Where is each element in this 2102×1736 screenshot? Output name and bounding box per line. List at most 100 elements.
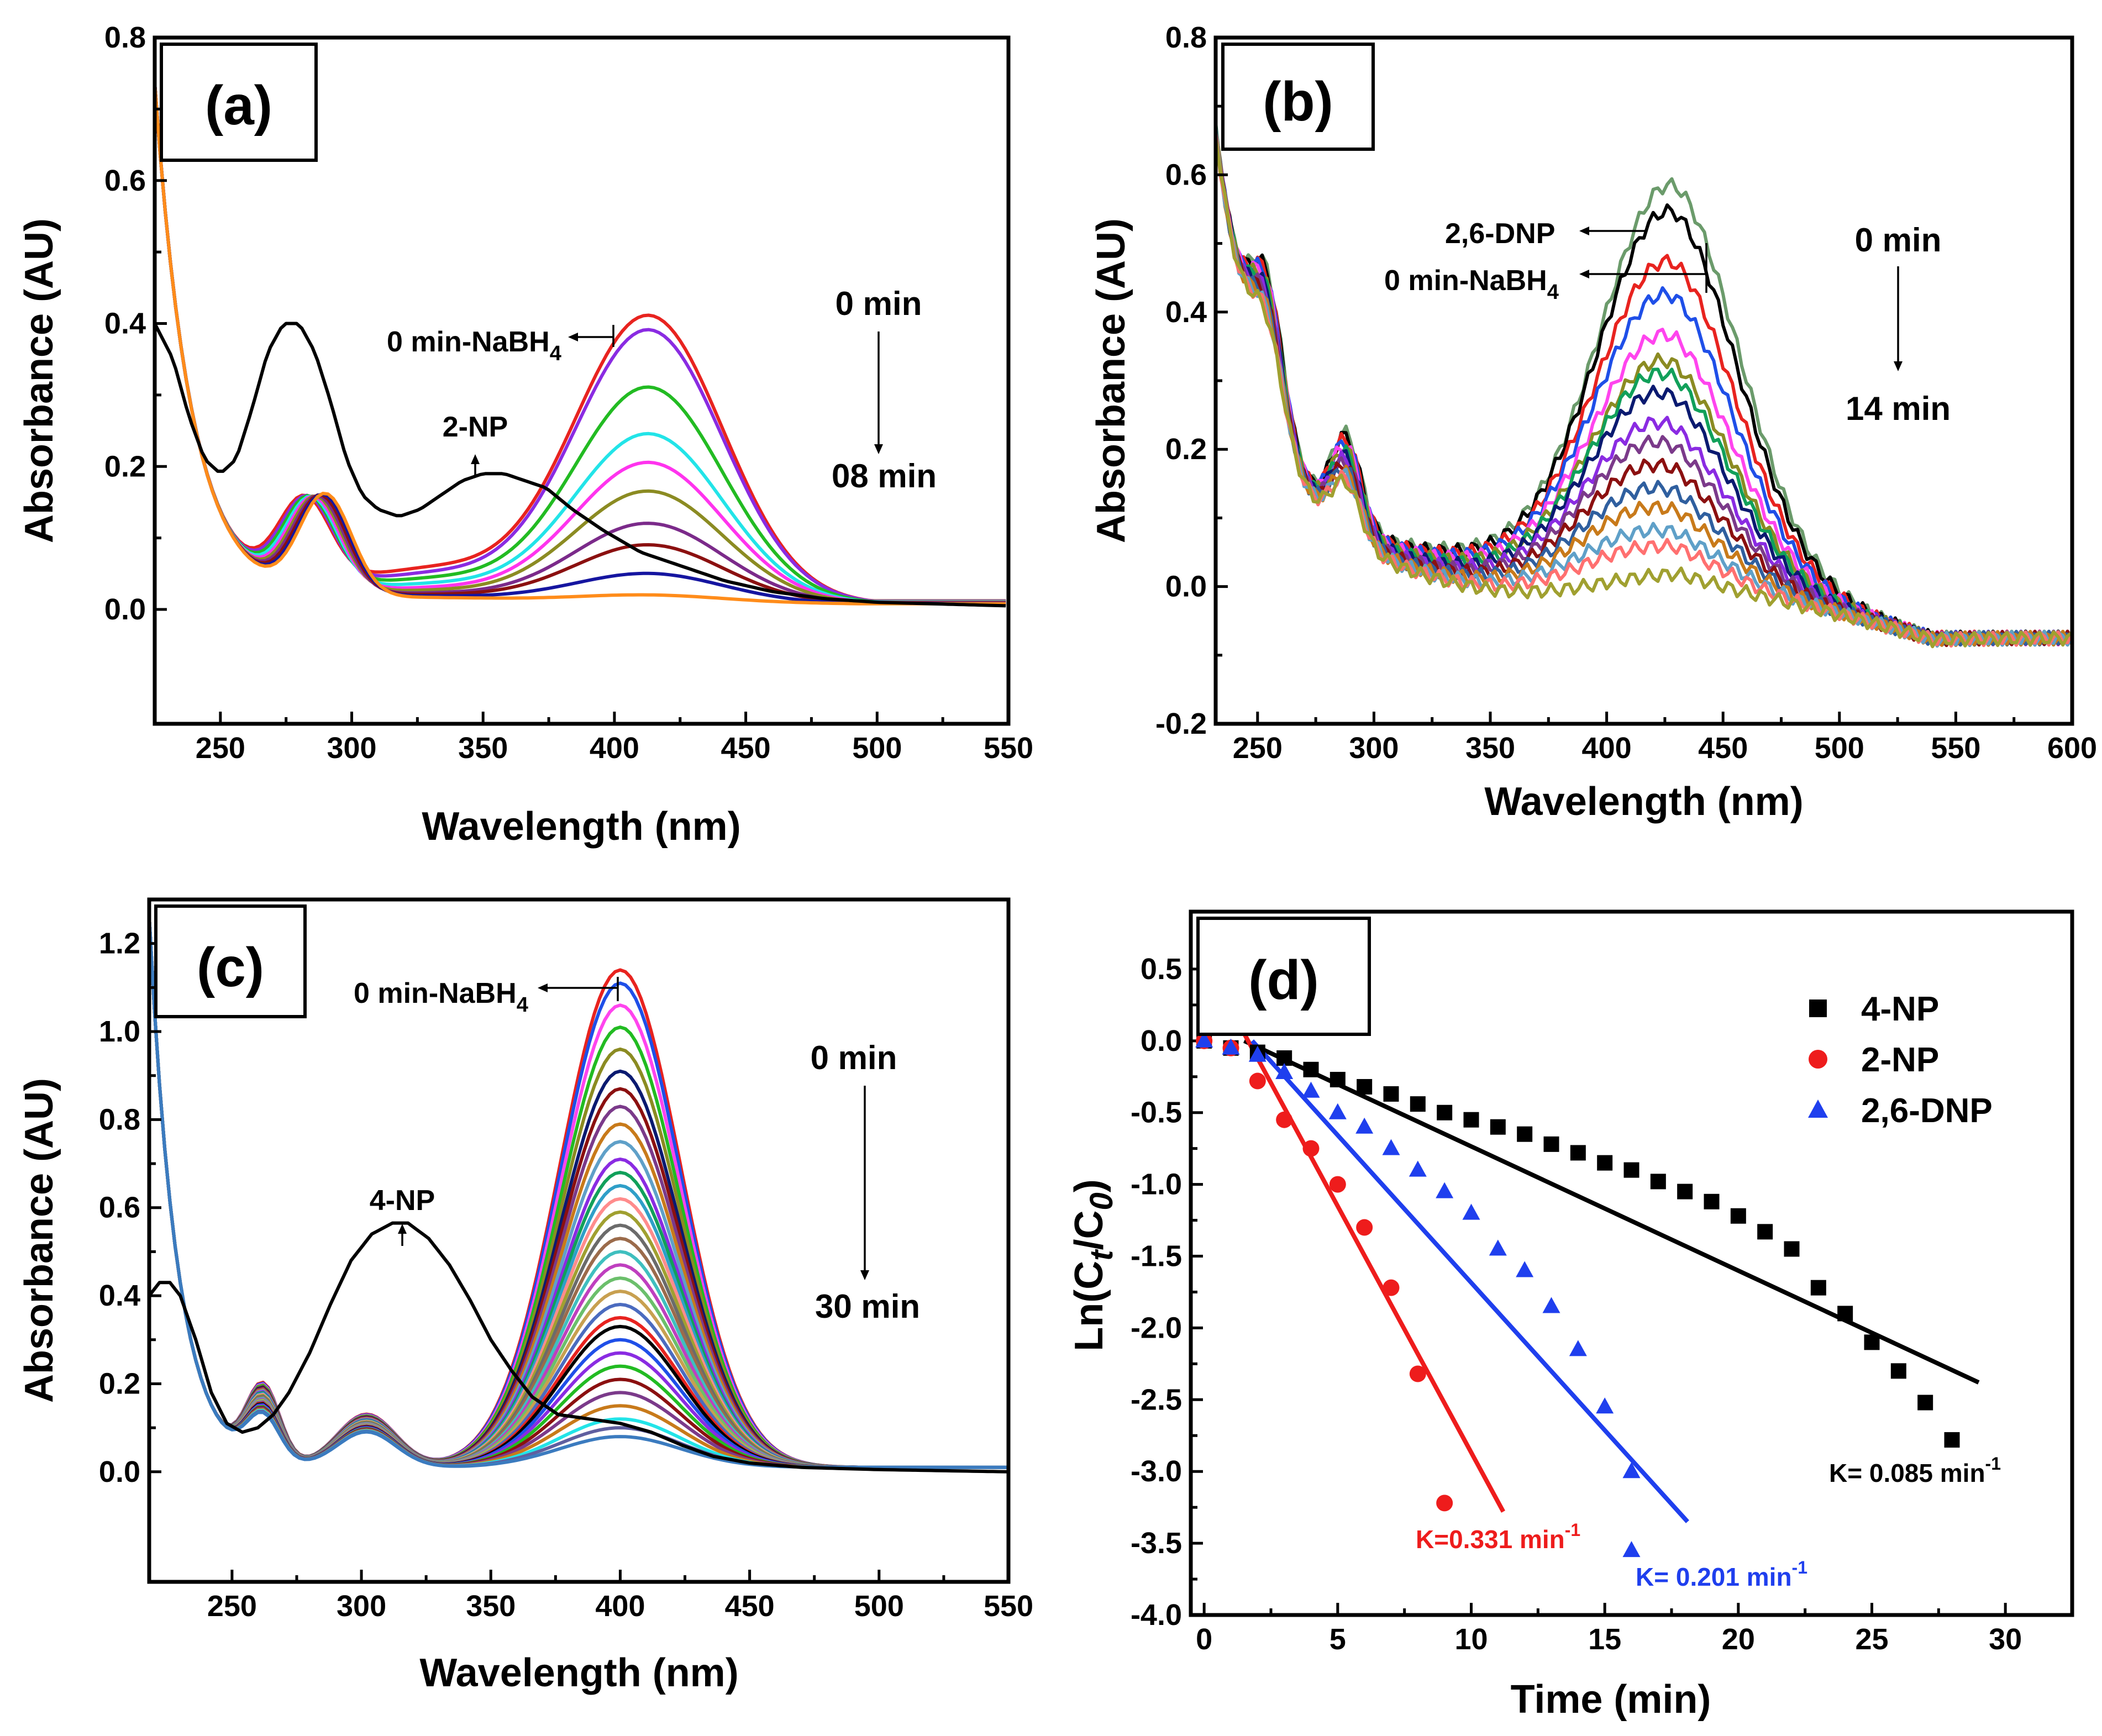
panel-b-ticks: 250 300 350 400 450 500 550 600 -0.2 0.0 0.2 0.4 0.6… xyxy=(1155,21,2097,765)
panel-d-ylabel-sub-0: 0 xyxy=(1084,1192,1120,1210)
panel-d-point xyxy=(1195,1031,1213,1048)
panel-d-point xyxy=(1490,1119,1506,1135)
panel-d-ylabel-sub-t: t xyxy=(1084,1249,1120,1261)
panel-a-time-end: 08 min xyxy=(832,457,937,495)
panel-a-ytick-label: 0.2 xyxy=(104,450,146,483)
panel-b-xtick-label: 500 xyxy=(1815,732,1864,765)
panel-d-fit-line xyxy=(1250,1039,1689,1523)
panel-b-series-line xyxy=(1216,136,2072,649)
panel-d-ytick-label: -4.0 xyxy=(1131,1598,1182,1632)
legend-marker xyxy=(1809,1050,1827,1069)
panel-c-series-line xyxy=(149,917,1008,1469)
panel-d-point xyxy=(1275,1062,1294,1079)
panel-a-frame xyxy=(153,35,1011,726)
panel-b-curves xyxy=(1216,122,2072,649)
panel-a-xtick-label: 350 xyxy=(458,732,508,765)
panel-d-point xyxy=(1516,1261,1534,1277)
panel-a-time-start: 0 min xyxy=(835,285,922,322)
panel-b-series-line xyxy=(1216,131,2072,647)
panel-d-point xyxy=(1329,1176,1346,1193)
panel-c-xtick-label: 550 xyxy=(984,1590,1033,1623)
panel-d-point xyxy=(1596,1397,1614,1414)
panel-d-point xyxy=(1543,1136,1559,1152)
panel-d-point xyxy=(1597,1155,1613,1171)
panel-b-time-end: 14 min xyxy=(1846,390,1951,427)
panel-a-time-arrowhead xyxy=(874,444,883,454)
panel-d-point xyxy=(1410,1096,1426,1112)
panel-d-k-sup: -1 xyxy=(1985,1454,2001,1474)
panel-d-point xyxy=(1704,1193,1720,1209)
panel-d-point xyxy=(1623,1162,1639,1178)
panel-b-tag: (b) xyxy=(1263,71,1333,133)
panel-d-point xyxy=(1542,1297,1560,1313)
panel-d-k-label: K= 0.085 min-1 xyxy=(1829,1454,2001,1487)
panel-d-point xyxy=(1890,1363,1906,1379)
panel-d-ytick-label: -0.5 xyxy=(1131,1096,1182,1129)
panel-d-point xyxy=(1730,1208,1746,1224)
panel-b-series-line xyxy=(1216,129,2072,647)
panel-c-xtick-label: 350 xyxy=(466,1590,516,1623)
panel-d-point xyxy=(1570,1145,1586,1161)
panel-b-ytick-label: 0.4 xyxy=(1165,296,1207,329)
panel-c-xtick-label: 300 xyxy=(337,1590,386,1623)
panel-c-time-start: 0 min xyxy=(811,1039,897,1076)
panel-d-xtick-label: 0 xyxy=(1196,1623,1212,1656)
panel-d-point xyxy=(1357,1079,1373,1095)
panel-a-xtick-label: 300 xyxy=(327,732,376,765)
panel-c-curves xyxy=(149,917,1008,1474)
panel-d-point xyxy=(1436,1182,1454,1198)
panel-d-xtick-label: 15 xyxy=(1588,1623,1621,1656)
panel-c-xlabel: Wavelength (nm) xyxy=(419,1651,738,1695)
panel-d-point xyxy=(1355,1117,1374,1134)
panel-c-tag-box xyxy=(154,904,307,1018)
panel-b-series-line xyxy=(1216,125,2072,648)
panel-d-ticks: 0 5 10 15 20 25 30 -4.0 -3.5 -3.0 -2.5 -2.0 -1.5 -1.0… xyxy=(1131,953,2022,1656)
panel-d-xtick-label: 25 xyxy=(1855,1623,1888,1656)
panel-b-xtick-label: 450 xyxy=(1698,732,1748,765)
panel-a-xtick-label: 550 xyxy=(984,732,1033,765)
panel-c-nabh4-label: 0 min-NaBH4 xyxy=(354,977,528,1017)
panel-d-point xyxy=(1917,1395,1933,1411)
panel-d-point xyxy=(1864,1334,1880,1350)
panel-c-xtick-label: 400 xyxy=(595,1590,645,1623)
panel-a-xtick-label: 250 xyxy=(196,732,245,765)
panel-d-ytick-label: -3.0 xyxy=(1131,1455,1182,1488)
panel-d-xtick-label: 30 xyxy=(1989,1623,2022,1656)
panel-a-nabh4-label: 0 min-NaBH4 xyxy=(387,326,561,365)
panel-b-ytick-label: 0.0 xyxy=(1165,570,1207,603)
panel-d-point xyxy=(1409,1365,1426,1382)
panel-b-ytick-label: -0.2 xyxy=(1155,707,1207,740)
panel-d-frame xyxy=(1189,909,2074,1617)
panel-a-compound-arrowhead xyxy=(471,454,480,464)
panel-c-compound-label: 4-NP xyxy=(370,1185,435,1217)
panel-c-tag: (c) xyxy=(197,937,264,998)
panel-a-2np-curve xyxy=(155,322,1006,608)
panel-b-series-line xyxy=(1216,124,2072,648)
panel-a-ytick-label: 0.4 xyxy=(104,307,146,340)
panel-d-point xyxy=(1622,1462,1641,1479)
panel-a-xtick-label: 500 xyxy=(852,732,902,765)
panel-b-xtick-label: 550 xyxy=(1931,732,1980,765)
panel-a: 250 300 350 400 450 500 550 0.0 0.2 0.4 0.6 0.8 (a)… xyxy=(17,21,1033,849)
panel-a-ytick-label: 0.6 xyxy=(104,164,146,197)
panel-c: 250 300 350 400 450 500 550 0.0 0.2 0.4 0.6 0.8 1.0 1… xyxy=(17,897,1033,1695)
panel-d-point xyxy=(1383,1086,1399,1102)
panel-d-xtick-label: 5 xyxy=(1329,1623,1346,1656)
panel-d-point xyxy=(1489,1239,1507,1256)
legend-label: 4-NP xyxy=(1861,990,1939,1028)
panel-c-xtick-label: 500 xyxy=(854,1590,904,1623)
panel-d-point xyxy=(1757,1224,1773,1240)
panel-d-point xyxy=(1276,1111,1293,1128)
panel-d-point xyxy=(1463,1112,1479,1128)
panel-d-tag: (d) xyxy=(1248,949,1319,1011)
panel-d-point xyxy=(1382,1139,1400,1155)
panel-b-time-start: 0 min xyxy=(1855,222,1942,259)
panel-a-ylabel: Absorbance (AU) xyxy=(17,218,61,543)
panel-a-ytick-label: 0.8 xyxy=(104,21,146,54)
panel-c-ytick-label: 0.4 xyxy=(99,1279,140,1312)
panel-d-point xyxy=(1677,1183,1693,1200)
panel-c-frame xyxy=(147,897,1011,1584)
panel-d-point xyxy=(1248,1045,1267,1062)
panel-b-series-line xyxy=(1216,126,2072,647)
panel-d-point xyxy=(1569,1340,1587,1356)
